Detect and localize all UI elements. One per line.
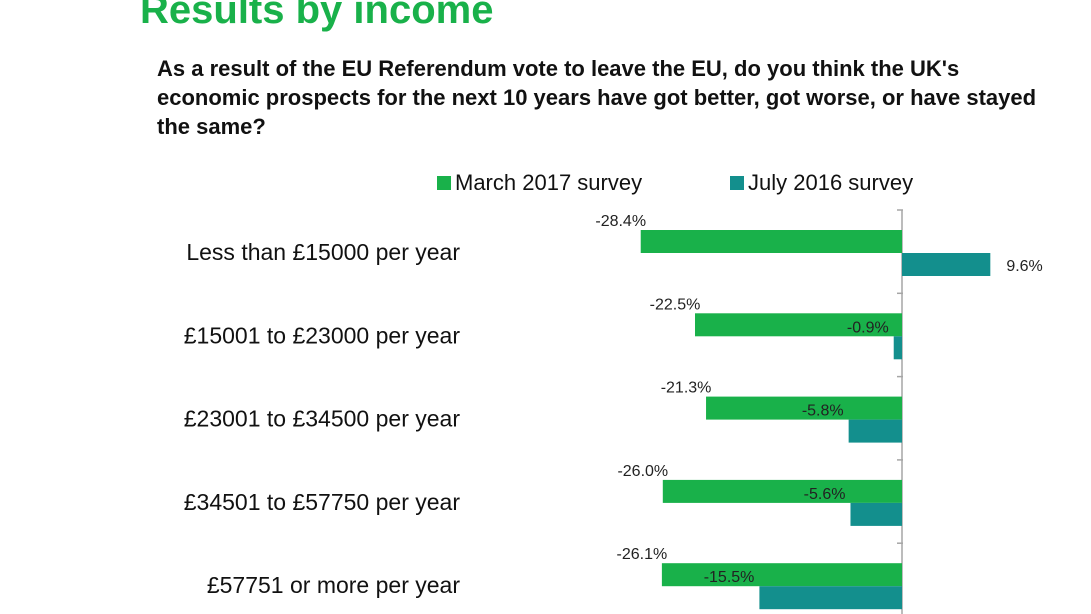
data-label: -26.0%	[617, 463, 668, 480]
data-label: -22.5%	[650, 296, 701, 313]
category-label: £57751 or more per year	[207, 572, 460, 598]
bar-july-2016	[759, 586, 902, 610]
legend-label-2: July 2016 survey	[748, 170, 913, 195]
data-label: -26.1%	[617, 546, 668, 563]
data-labels: -28.4% -22.5% -21.3% -26.0% -26.1% 9.6% -0.9% -…	[595, 213, 1042, 586]
category-label: £34501 to £57750 per year	[184, 489, 461, 515]
survey-question: As a result of the EU Referendum vote to…	[157, 56, 1037, 139]
category-label: £15001 to £23000 per year	[184, 322, 461, 348]
category-label: £23001 to £34500 per year	[184, 406, 461, 432]
data-label: -21.3%	[661, 380, 712, 397]
data-label: -0.9%	[847, 319, 889, 336]
legend: March 2017 survey July 2016 survey	[437, 170, 913, 195]
legend-swatch-1	[437, 176, 451, 190]
data-label: -15.5%	[704, 569, 755, 586]
bar-march-2017	[662, 479, 902, 503]
data-label: -5.6%	[804, 486, 846, 503]
chart-title: Results by income	[140, 0, 494, 32]
legend-swatch-2	[730, 176, 744, 190]
category-labels: Less than £15000 per year £15001 to £2300…	[184, 239, 461, 598]
bar-march-2017	[706, 396, 902, 420]
bar-july-2016	[902, 253, 991, 276]
bar-march-2017	[640, 230, 902, 253]
data-label: -28.4%	[595, 213, 646, 230]
category-label: Less than £15000 per year	[186, 239, 460, 265]
bar-march-2017	[695, 313, 902, 337]
bars	[640, 230, 991, 610]
data-label: -5.8%	[802, 403, 844, 420]
data-label: 9.6%	[1006, 258, 1042, 275]
bar-march-2017	[661, 563, 902, 587]
legend-label-1: March 2017 survey	[455, 170, 642, 195]
bar-july-2016	[893, 336, 902, 360]
bar-july-2016	[850, 502, 902, 526]
bar-july-2016	[848, 419, 902, 443]
